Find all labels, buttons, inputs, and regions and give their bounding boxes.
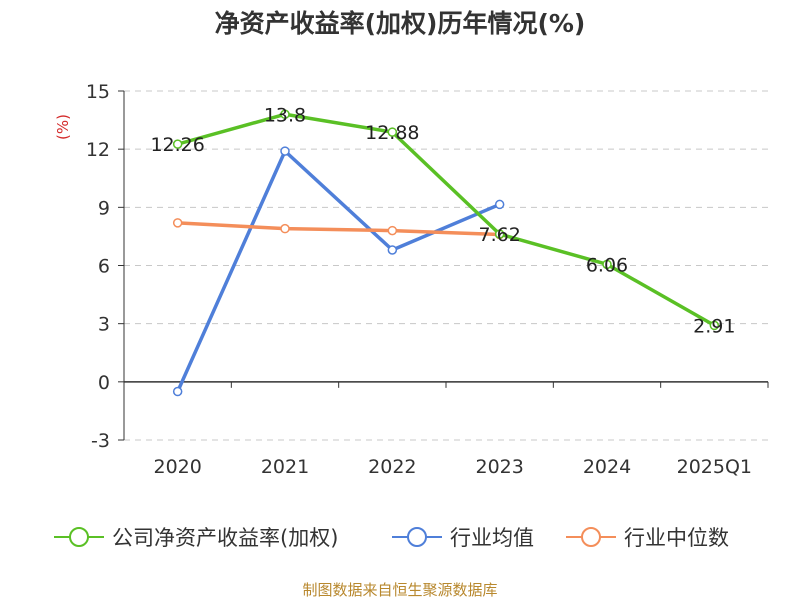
legend-label: 公司净资产收益率(加权) xyxy=(112,526,338,550)
data-point xyxy=(280,223,290,234)
y-tick-label: 3 xyxy=(98,314,110,336)
legend-label: 行业均值 xyxy=(450,526,534,550)
series-line-0 xyxy=(175,112,717,328)
source-note: 制图数据来自恒生聚源数据库 xyxy=(302,581,497,599)
legend: 公司净资产收益率(加权) 行业均值 行业中位数 xyxy=(54,526,729,550)
x-tick-label: 2024 xyxy=(583,456,631,478)
grid-lines xyxy=(124,90,768,441)
y-tick-label: 9 xyxy=(98,197,110,219)
legend-label: 行业中位数 xyxy=(624,526,729,550)
data-label: 6.06 xyxy=(586,254,628,276)
data-label: 2.91 xyxy=(693,315,735,337)
data-point xyxy=(709,320,720,331)
data-label: 13.8 xyxy=(264,104,306,126)
y-tick-label: 12 xyxy=(86,139,110,161)
data-point xyxy=(172,386,183,397)
legend-swatch-marker xyxy=(69,527,89,547)
y-tick-label: 15 xyxy=(86,81,110,103)
data-point xyxy=(494,199,505,210)
x-tick-label: 2023 xyxy=(475,456,523,478)
x-tick-label: 2020 xyxy=(153,456,201,478)
data-point xyxy=(387,127,398,137)
series-line-2 xyxy=(175,221,502,237)
data-labels: 12.26 13.8 12.88 7.62 6.06 2.91 xyxy=(150,104,735,337)
data-label: 12.88 xyxy=(365,122,419,144)
y-axis-unit-label: (%) xyxy=(54,114,72,140)
axes: 15 12 9 6 3 0 -3 2020 2021 2022 2023 2024 2025Q1 xyxy=(86,81,769,478)
data-point xyxy=(494,229,505,239)
series-lines xyxy=(172,109,720,397)
data-point xyxy=(387,225,398,236)
data-point xyxy=(602,259,612,270)
y-tick-label: 0 xyxy=(98,372,110,394)
x-tick-label: 2025Q1 xyxy=(677,456,752,478)
data-point xyxy=(172,139,183,149)
data-label: 7.62 xyxy=(479,224,521,246)
legend-swatch-marker xyxy=(581,527,601,547)
y-tick-label: 6 xyxy=(98,256,110,278)
x-tick-label: 2022 xyxy=(368,456,416,478)
legend-swatch-marker xyxy=(407,527,427,547)
chart-title: 净资产收益率(加权)历年情况(%) xyxy=(215,9,586,38)
x-tick-label: 2021 xyxy=(261,456,309,478)
y-tick-label: -3 xyxy=(91,430,110,452)
data-point xyxy=(387,245,398,255)
data-point xyxy=(172,218,183,228)
data-point xyxy=(280,146,290,156)
data-label: 12.26 xyxy=(150,134,204,156)
series-line-1 xyxy=(175,149,502,394)
data-point xyxy=(280,109,290,120)
